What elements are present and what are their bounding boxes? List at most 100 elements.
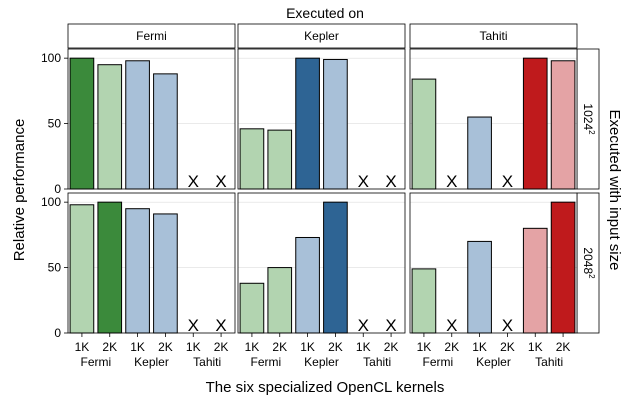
x-tick-label: 2K xyxy=(158,340,173,354)
y-tick-label: 100 xyxy=(41,51,61,65)
panel-border xyxy=(409,192,578,334)
missing-marker: X xyxy=(446,172,457,191)
x-group-label: Kepler xyxy=(304,355,339,369)
missing-marker: X xyxy=(502,172,513,191)
x-tick-label: 1K xyxy=(130,340,145,354)
strip-label-tahiti: Tahiti xyxy=(479,29,507,43)
x-group-label: Fermi xyxy=(80,355,111,369)
bar xyxy=(411,268,437,334)
y-tick-label: 50 xyxy=(48,261,62,275)
panel-border xyxy=(237,48,406,190)
missing-marker: X xyxy=(358,316,369,335)
bar xyxy=(239,282,265,334)
x-tick-label: 1K xyxy=(472,340,487,354)
bar xyxy=(97,201,123,334)
missing-marker: X xyxy=(358,172,369,191)
bar xyxy=(69,57,95,190)
x-tick-label: 1K xyxy=(356,340,371,354)
facet-panels: Fermi Kepler Tahiti1024220482050100050100X… xyxy=(41,23,600,369)
bar xyxy=(267,267,293,334)
strip-tahiti xyxy=(409,23,578,49)
panel-border xyxy=(67,48,236,190)
missing-marker: X xyxy=(188,172,199,191)
x-tick-label: 2K xyxy=(102,340,117,354)
missing-marker: X xyxy=(446,316,457,335)
bar xyxy=(550,201,576,334)
row-strip-exponent: 2 xyxy=(587,274,596,279)
bar xyxy=(239,128,265,190)
x-group-label: Kepler xyxy=(134,355,169,369)
x-tick-label: 2K xyxy=(272,340,287,354)
bar xyxy=(69,204,95,334)
panel-border xyxy=(237,192,406,334)
panel-background xyxy=(238,193,405,333)
x-axis-label: The six specialized OpenCL kernels xyxy=(206,379,445,396)
bar xyxy=(97,64,123,190)
bar xyxy=(522,227,548,334)
row-strip-label-2048: 20482 xyxy=(581,247,596,279)
bar xyxy=(295,57,320,190)
bar xyxy=(467,240,492,334)
x-tick-label: 2K xyxy=(500,340,515,354)
bar xyxy=(522,57,548,190)
missing-marker: X xyxy=(215,316,226,335)
bar xyxy=(125,208,150,334)
bar xyxy=(411,78,437,190)
bar xyxy=(125,60,150,190)
panel-background xyxy=(410,49,577,189)
y-tick-label: 0 xyxy=(54,182,61,196)
panel-background xyxy=(410,193,577,333)
y-tick-label: 100 xyxy=(41,195,61,209)
y-axis-label: Relative performance xyxy=(11,119,28,262)
x-group-label: Kepler xyxy=(476,355,511,369)
panel-border xyxy=(409,48,578,190)
panel-background xyxy=(238,49,405,189)
missing-marker: X xyxy=(385,316,396,335)
bar xyxy=(295,236,320,334)
x-tick-label: 1K xyxy=(245,340,260,354)
right-axis-label: Executed with input size xyxy=(606,110,623,271)
x-tick-label: 2K xyxy=(328,340,343,354)
bar xyxy=(467,116,492,190)
x-tick-label: 1K xyxy=(75,340,90,354)
missing-marker: X xyxy=(385,172,396,191)
row-strip-label-1024: 10242 xyxy=(581,103,596,135)
x-group-label: Fermi xyxy=(250,355,281,369)
x-group-label: Tahiti xyxy=(535,355,563,369)
chart-title: Executed on xyxy=(286,5,364,21)
y-tick-label: 0 xyxy=(54,326,61,340)
x-tick-label: 2K xyxy=(384,340,399,354)
y-tick-label: 50 xyxy=(48,117,62,131)
bar xyxy=(267,129,293,190)
bar xyxy=(550,60,576,190)
x-group-label: Fermi xyxy=(422,355,453,369)
panel-background xyxy=(68,49,235,189)
x-tick-label: 2K xyxy=(556,340,571,354)
bar xyxy=(153,213,178,334)
x-tick-label: 1K xyxy=(186,340,201,354)
missing-marker: X xyxy=(502,316,513,335)
bar xyxy=(323,58,348,190)
panel-background xyxy=(68,193,235,333)
bar xyxy=(323,201,348,334)
x-tick-label: 1K xyxy=(300,340,315,354)
panel-border xyxy=(67,192,236,334)
row-strip-exponent: 2 xyxy=(587,130,596,135)
missing-marker: X xyxy=(215,172,226,191)
missing-marker: X xyxy=(188,316,199,335)
x-tick-label: 1K xyxy=(528,340,543,354)
x-tick-label: 2K xyxy=(214,340,229,354)
strip-label-fermi: Fermi xyxy=(136,29,167,43)
x-tick-label: 1K xyxy=(417,340,432,354)
strip-label-kepler: Kepler xyxy=(304,29,339,43)
bar xyxy=(153,73,178,190)
x-group-label: Tahiti xyxy=(363,355,391,369)
x-tick-label: 2K xyxy=(444,340,459,354)
